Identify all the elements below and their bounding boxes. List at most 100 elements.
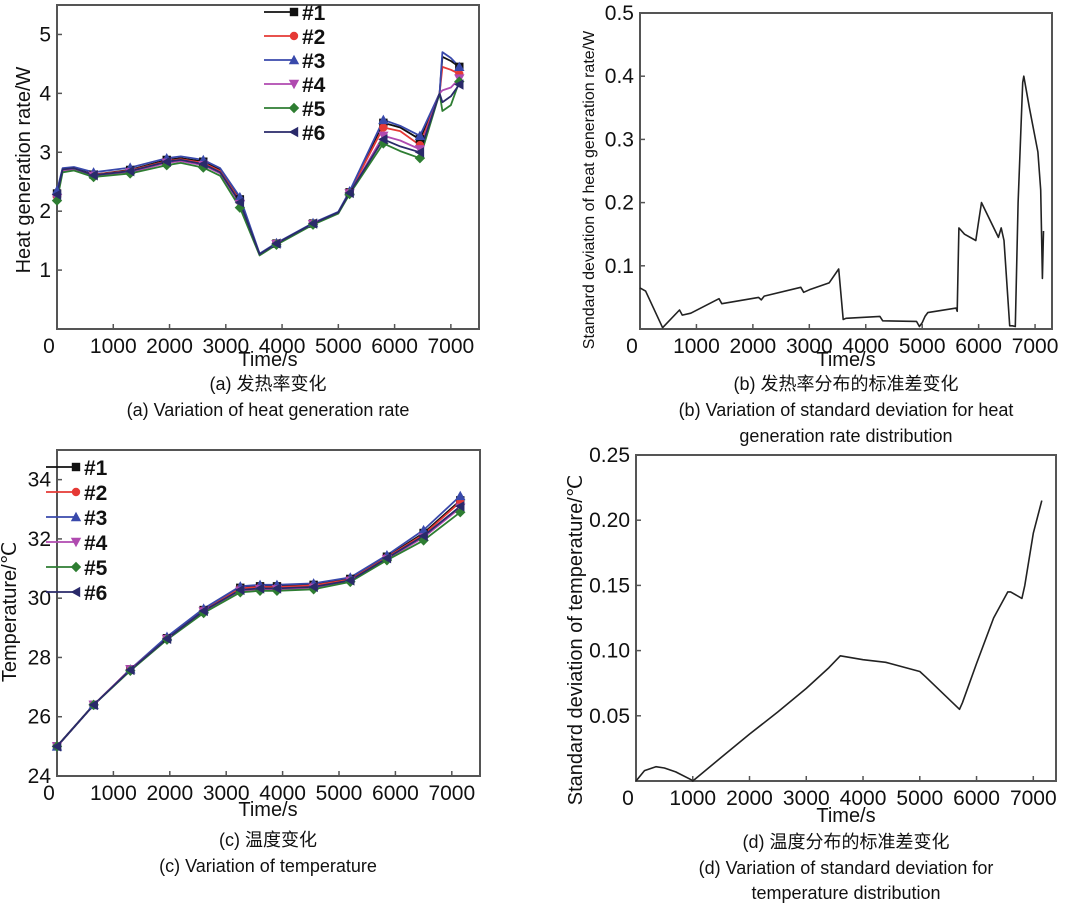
- series-line-std: [635, 500, 1043, 782]
- series-line-n1: [56, 499, 461, 747]
- x-tick-label: 5000: [315, 335, 362, 358]
- x-tick-label: 1000: [669, 787, 716, 810]
- x-tick-label: 4000: [840, 787, 887, 810]
- panel-a-y-axis-label: Heat generation rate/W: [13, 66, 35, 273]
- legend-item-n6: #6: [46, 582, 107, 605]
- legend-item-n1: #1: [264, 2, 326, 25]
- x-tick-label: 6000: [371, 335, 418, 358]
- panel-b-caption-en-line2: generation rate distribution: [739, 426, 952, 446]
- y-tick-label: 0.10: [589, 640, 630, 663]
- y-tick-label: 2: [39, 200, 51, 223]
- data-point-n3: [455, 490, 466, 501]
- series-line-n4: [56, 77, 460, 256]
- panel-d-y-ticks: 0.05 0.10 0.15 0.20 0.25: [589, 444, 641, 728]
- data-point-n6: [125, 664, 135, 676]
- data-point-n3: [378, 114, 389, 125]
- series-line-n2: [56, 66, 460, 256]
- legend-marker: [289, 31, 299, 41]
- legend-marker: [71, 487, 81, 497]
- panel-c-temperature: 0 1000 2000 3000 4000 5000 6000 7000 24 26 28 30 32…: [0, 449, 481, 876]
- panel-d-plot-frame: [635, 454, 1057, 782]
- legend-label: #2: [84, 482, 107, 505]
- data-point-n5: [455, 507, 466, 518]
- legend-label: #5: [84, 557, 108, 580]
- data-point-n5: [51, 195, 63, 206]
- legend-marker: [71, 462, 81, 472]
- legend-marker: [70, 586, 81, 598]
- x-tick-label: 7000: [428, 782, 475, 805]
- legend-label: #1: [302, 2, 326, 25]
- x-tick-label: 2000: [146, 782, 193, 805]
- panel-b-x-ticks: 0 1000 2000 3000 4000 5000 6000 7000: [626, 324, 1058, 358]
- data-point-n6: [378, 134, 388, 145]
- series-line-n2: [56, 501, 461, 747]
- panel-c-caption-cn: (c) 温度变化: [219, 830, 317, 850]
- y-tick-label: 0.20: [589, 509, 630, 532]
- data-point-n5: [418, 535, 429, 546]
- data-point-n6: [307, 218, 318, 229]
- panel-a-x-axis-label: Time/s: [238, 349, 297, 371]
- x-tick-label: 7000: [1010, 787, 1057, 810]
- x-tick-label: 3000: [783, 787, 830, 810]
- panel-d-x-axis-label: Time/s: [816, 805, 875, 827]
- data-point-n6: [254, 583, 265, 594]
- legend-item-n4: #4: [264, 74, 326, 97]
- x-tick-label: 7000: [428, 335, 475, 358]
- legend-item-n4: #4: [46, 532, 108, 555]
- panel-a-plot-frame: [56, 4, 480, 330]
- legend-marker: [289, 7, 299, 17]
- panel-d-caption-cn: (d) 温度分布的标准差变化: [743, 832, 950, 852]
- data-point-n5: [198, 162, 209, 173]
- legend-marker: [70, 561, 82, 573]
- data-point-n6: [414, 147, 425, 158]
- x-tick-label: 0: [626, 335, 638, 358]
- panel-d-std-temperature: 0 1000 2000 3000 4000 5000 6000 7000 0.050.100.…: [565, 444, 1057, 903]
- panel-a-caption-en: (a) Variation of heat generation rate: [127, 400, 410, 420]
- panel-c-legend: #1#2#3#4#5#6: [46, 457, 108, 605]
- panel-d-series: [635, 500, 1043, 782]
- x-tick-label: 4000: [259, 335, 306, 358]
- x-tick-label: 5000: [899, 335, 946, 358]
- panel-a-series: [51, 51, 465, 257]
- x-tick-label: 2000: [730, 335, 777, 358]
- data-point-n3: [414, 130, 426, 140]
- data-point-n6: [161, 633, 172, 644]
- data-point-n6: [271, 238, 281, 249]
- data-point-n6: [381, 552, 392, 564]
- legend-marker: [288, 126, 299, 138]
- data-point-n6: [234, 197, 245, 208]
- y-tick-label: 30: [28, 587, 51, 610]
- x-tick-label: 6000: [372, 782, 419, 805]
- legend-label: #2: [302, 26, 325, 49]
- legend-marker: [288, 54, 300, 65]
- x-tick-label: 3000: [203, 782, 250, 805]
- y-tick-label: 0.2: [605, 192, 634, 215]
- panel-c-y-axis-label: Temperature/℃: [0, 542, 21, 682]
- x-tick-label: 4000: [842, 335, 889, 358]
- legend-marker: [70, 537, 82, 548]
- data-point-n5: [161, 160, 172, 171]
- legend-item-n1: #1: [46, 457, 108, 480]
- legend-item-n5: #5: [46, 557, 108, 580]
- x-tick-label: 5000: [316, 782, 363, 805]
- panel-a-heat-generation-rate: 0 1000 2000 3000 4000 5000 6000 7000 1 2 3 4 5 #1#2…: [13, 2, 480, 420]
- data-point-n6: [418, 530, 428, 542]
- y-tick-label: 24: [28, 765, 52, 788]
- legend-item-n5: #5: [264, 98, 326, 121]
- y-tick-label: 3: [39, 141, 51, 164]
- y-tick-label: 0.4: [605, 65, 635, 88]
- legend-label: #3: [302, 50, 325, 73]
- series-line-n5: [56, 81, 461, 257]
- y-tick-label: 0.5: [605, 2, 634, 25]
- legend-item-n6: #6: [264, 122, 325, 145]
- panel-a-caption-cn: (a) 发热率变化: [210, 374, 327, 394]
- panel-c-y-ticks: 24 26 28 30 32 34: [28, 469, 62, 788]
- x-tick-label: 1000: [90, 335, 137, 358]
- panel-d-x-ticks: 0 1000 2000 3000 4000 5000 6000 7000: [622, 776, 1057, 810]
- panel-c-series: [51, 490, 466, 752]
- data-point-n6: [454, 79, 464, 90]
- legend-label: #5: [302, 98, 326, 121]
- legend-item-n3: #3: [46, 507, 107, 530]
- panel-c-plot-frame: [56, 449, 481, 777]
